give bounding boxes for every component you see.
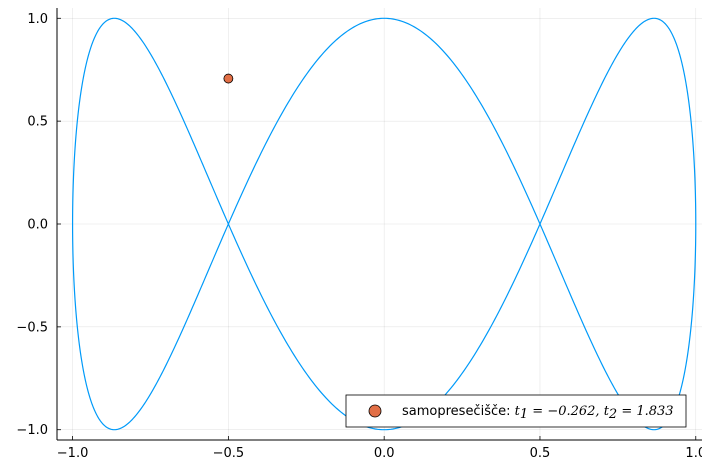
y-tick-label: 1.0 (27, 12, 48, 27)
y-tick-label: −1.0 (16, 423, 48, 438)
x-tick-label: −1.0 (57, 446, 89, 461)
x-tick-label: −0.5 (213, 446, 245, 461)
intersection-points (224, 74, 233, 83)
grid (57, 8, 702, 440)
legend-marker (369, 405, 381, 417)
y-tick-label: −0.5 (16, 320, 48, 335)
y-tick-label: 0.0 (27, 218, 48, 233)
x-tick-label: 0.5 (530, 446, 551, 461)
x-tick-labels: −1.0 −0.5 0.0 0.5 1.0 (57, 446, 702, 461)
y-tick-labels: −1.0 −0.5 0.0 0.5 1.0 (16, 12, 48, 438)
intersection-point (224, 74, 233, 83)
y-tick-label: 0.5 (27, 115, 48, 130)
ticks (57, 18, 696, 440)
x-tick-label: 1.0 (685, 446, 702, 461)
legend: samopresečišče: t1 = −0.262, t2 = 1.833 (346, 395, 686, 427)
legend-series-name: samopresečišče (402, 404, 506, 419)
x-tick-label: 0.0 (374, 446, 395, 461)
